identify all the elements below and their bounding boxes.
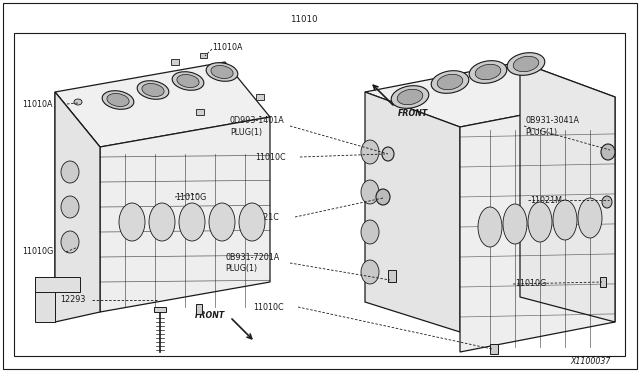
Ellipse shape bbox=[179, 203, 205, 241]
Ellipse shape bbox=[507, 53, 545, 75]
Ellipse shape bbox=[102, 91, 134, 109]
Ellipse shape bbox=[503, 204, 527, 244]
Ellipse shape bbox=[149, 203, 175, 241]
Ellipse shape bbox=[397, 89, 423, 105]
Text: PLUG(1): PLUG(1) bbox=[525, 128, 557, 137]
Text: X1100037: X1100037 bbox=[570, 357, 611, 366]
Polygon shape bbox=[55, 92, 100, 322]
Text: 11010A: 11010A bbox=[22, 99, 52, 109]
Ellipse shape bbox=[528, 202, 552, 242]
Text: 0B931-3041A: 0B931-3041A bbox=[525, 115, 579, 125]
Ellipse shape bbox=[61, 161, 79, 183]
Ellipse shape bbox=[361, 260, 379, 284]
Polygon shape bbox=[35, 277, 80, 292]
Text: 0B931-7201A: 0B931-7201A bbox=[225, 253, 279, 262]
Text: 0D993-1401A: 0D993-1401A bbox=[230, 115, 285, 125]
Ellipse shape bbox=[578, 198, 602, 238]
Polygon shape bbox=[55, 62, 270, 147]
Ellipse shape bbox=[478, 207, 502, 247]
Ellipse shape bbox=[142, 83, 164, 96]
Bar bbox=[14, 33, 625, 356]
Ellipse shape bbox=[206, 63, 238, 81]
Text: 11010C: 11010C bbox=[253, 302, 284, 311]
Ellipse shape bbox=[513, 56, 539, 72]
Ellipse shape bbox=[209, 203, 235, 241]
Text: 11010: 11010 bbox=[291, 15, 317, 24]
Ellipse shape bbox=[601, 144, 615, 160]
Polygon shape bbox=[154, 307, 166, 312]
Text: 11010C: 11010C bbox=[255, 153, 285, 161]
Ellipse shape bbox=[391, 86, 429, 108]
Ellipse shape bbox=[361, 220, 379, 244]
Ellipse shape bbox=[469, 61, 507, 83]
Ellipse shape bbox=[361, 140, 379, 164]
Polygon shape bbox=[365, 62, 615, 127]
Ellipse shape bbox=[137, 81, 169, 99]
Polygon shape bbox=[55, 92, 100, 277]
Text: FRONT: FRONT bbox=[195, 311, 225, 321]
Ellipse shape bbox=[74, 99, 82, 105]
Ellipse shape bbox=[239, 203, 265, 241]
Polygon shape bbox=[100, 117, 270, 312]
Ellipse shape bbox=[602, 196, 612, 208]
Text: 11010A: 11010A bbox=[212, 42, 243, 51]
Bar bbox=[171, 59, 179, 65]
Text: 12293: 12293 bbox=[60, 295, 85, 305]
Text: 11021M: 11021M bbox=[530, 196, 562, 205]
Text: 11010G: 11010G bbox=[22, 247, 53, 257]
Text: FRONT: FRONT bbox=[398, 109, 428, 118]
Ellipse shape bbox=[476, 64, 500, 80]
Ellipse shape bbox=[172, 72, 204, 90]
Ellipse shape bbox=[361, 180, 379, 204]
Bar bbox=[256, 94, 264, 100]
Ellipse shape bbox=[107, 93, 129, 106]
Bar bbox=[388, 270, 396, 282]
Ellipse shape bbox=[119, 203, 145, 241]
Ellipse shape bbox=[376, 189, 390, 205]
Bar bbox=[490, 344, 498, 354]
Ellipse shape bbox=[61, 196, 79, 218]
Ellipse shape bbox=[61, 231, 79, 253]
Text: 11010G: 11010G bbox=[175, 192, 206, 202]
Bar bbox=[600, 277, 606, 287]
Ellipse shape bbox=[211, 65, 233, 78]
Bar bbox=[196, 109, 204, 115]
Ellipse shape bbox=[553, 200, 577, 240]
Polygon shape bbox=[35, 277, 55, 322]
Bar bbox=[196, 304, 202, 314]
Polygon shape bbox=[460, 97, 615, 352]
Text: 11010G: 11010G bbox=[515, 279, 547, 289]
Ellipse shape bbox=[431, 71, 469, 93]
Text: 12121C: 12121C bbox=[248, 212, 279, 221]
Polygon shape bbox=[365, 92, 460, 332]
Ellipse shape bbox=[177, 74, 199, 87]
Ellipse shape bbox=[437, 74, 463, 90]
Bar bbox=[200, 53, 207, 58]
Text: PLUG(1): PLUG(1) bbox=[230, 128, 262, 137]
Polygon shape bbox=[520, 62, 615, 322]
Ellipse shape bbox=[382, 147, 394, 161]
Text: PLUG(1): PLUG(1) bbox=[225, 264, 257, 273]
